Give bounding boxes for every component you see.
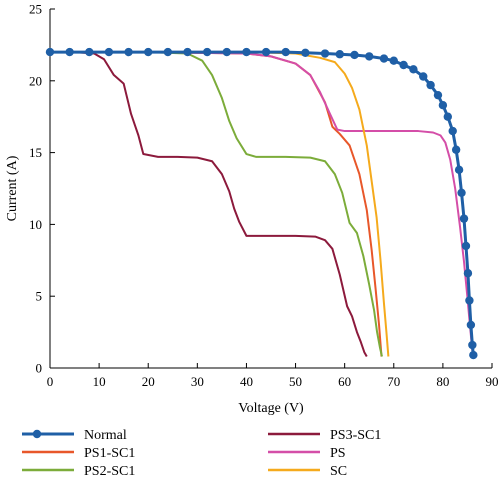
legend: Normal PS1-SC1 PS2-SC1 PS3-SC1 PS SC <box>22 428 381 479</box>
data-point <box>409 65 418 74</box>
series-ps3-sc1 <box>50 51 368 358</box>
legend-item: PS2-SC1 <box>22 464 135 479</box>
data-point <box>463 269 473 278</box>
legend-marker <box>32 429 42 439</box>
series-line-ps3-sc1 <box>50 51 368 358</box>
x-tick-label: 50 <box>289 374 302 389</box>
data-point <box>242 47 251 57</box>
legend-item: PS3-SC1 <box>268 428 381 443</box>
legend-label: Normal <box>84 428 127 443</box>
data-point <box>65 47 74 57</box>
data-point <box>389 56 398 65</box>
y-tick-label: 15 <box>29 145 42 160</box>
y-axis-ticks: 0 5 10 15 20 25 <box>29 2 55 376</box>
data-point <box>222 47 231 57</box>
data-point <box>163 47 173 57</box>
series-sc <box>50 51 390 357</box>
series-ps <box>50 51 474 351</box>
x-tick-label: 10 <box>93 374 106 389</box>
series-line-sc <box>50 51 390 357</box>
data-point <box>466 320 476 330</box>
legend-label: PS <box>330 446 346 461</box>
data-point <box>261 47 271 57</box>
data-point <box>451 145 461 154</box>
series-normal <box>45 47 478 360</box>
x-tick-label: 90 <box>486 374 499 389</box>
data-point <box>465 296 474 305</box>
data-point <box>183 47 192 57</box>
x-tick-label: 0 <box>47 374 54 389</box>
x-tick-label: 80 <box>436 374 449 389</box>
series-lines <box>45 47 478 360</box>
data-point <box>281 47 290 57</box>
data-point <box>335 50 344 59</box>
data-point <box>320 49 330 58</box>
legend-label: PS2-SC1 <box>84 464 135 479</box>
data-point <box>301 48 310 57</box>
legend-item: Normal <box>22 428 127 443</box>
y-tick-label: 10 <box>29 217 42 232</box>
y-tick-label: 25 <box>29 2 42 17</box>
data-point <box>469 350 478 360</box>
series-ps2-sc1 <box>50 51 383 357</box>
legend-label: SC <box>330 464 347 479</box>
data-point <box>454 165 464 175</box>
x-axis-title: Voltage (V) <box>238 401 304 416</box>
data-point <box>443 112 452 121</box>
series-line-ps2-sc1 <box>50 51 383 357</box>
data-point <box>433 90 443 100</box>
data-point <box>461 241 471 251</box>
legend-item: PS <box>268 446 346 461</box>
data-point <box>419 72 428 81</box>
data-point <box>457 188 466 198</box>
data-point <box>379 54 389 63</box>
data-point <box>202 47 212 57</box>
data-point <box>144 47 153 57</box>
x-tick-label: 60 <box>338 374 351 389</box>
y-tick-label: 0 <box>36 361 43 376</box>
x-tick-label: 30 <box>191 374 204 389</box>
data-point <box>124 47 133 57</box>
y-axis-title: Current (A) <box>5 155 20 221</box>
x-tick-label: 20 <box>142 374 155 389</box>
data-point <box>45 47 55 57</box>
data-point <box>399 60 408 70</box>
data-point <box>365 52 374 61</box>
data-point <box>85 47 94 57</box>
y-tick-label: 5 <box>36 289 43 304</box>
legend-item: SC <box>268 464 347 479</box>
legend-label: PS3-SC1 <box>330 428 381 443</box>
data-point <box>438 101 448 110</box>
series-ps1-sc1 <box>50 51 383 357</box>
legend-item: PS1-SC1 <box>22 446 135 461</box>
x-tick-label: 40 <box>240 374 253 389</box>
x-tick-label: 70 <box>387 374 400 389</box>
y-tick-label: 20 <box>29 73 42 88</box>
series-line-normal <box>50 50 475 356</box>
series-line-ps <box>50 51 474 351</box>
x-axis-ticks: 0 10 20 30 40 50 60 70 80 90 <box>47 363 499 389</box>
data-point <box>350 50 359 60</box>
data-point <box>468 340 477 350</box>
legend-label: PS1-SC1 <box>84 446 135 461</box>
data-point <box>448 126 457 136</box>
axes: 0 10 20 30 40 50 60 70 80 90 0 5 10 15 20 25 Voltage (… <box>5 2 499 417</box>
data-point <box>426 80 435 90</box>
series-line-ps1-sc1 <box>50 51 383 357</box>
data-point <box>104 47 114 57</box>
data-point <box>459 214 469 223</box>
